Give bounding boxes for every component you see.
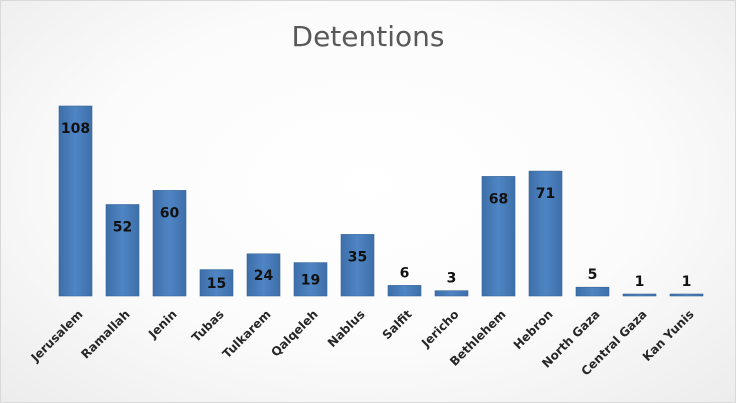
bar-jenin: [152, 190, 187, 297]
bar-tulkarem: [246, 253, 281, 297]
data-label: 60: [160, 205, 180, 221]
data-labels-layer: 108 52 60 15 24 19 35 6 3 68 71 5 1 1: [61, 121, 691, 292]
bar-kan-yunis: [669, 293, 704, 297]
x-tick-label: Ramallah: [78, 307, 132, 361]
x-tick-label: Jericho: [418, 307, 462, 351]
bar-qalqeleh: [293, 262, 328, 297]
data-label: 15: [207, 276, 226, 292]
x-tick-label: Hebron: [511, 307, 556, 352]
x-tick-label: Qalqeleh: [268, 307, 320, 359]
x-tick-label: Tubas: [189, 307, 227, 345]
bar-jerusalem: [58, 105, 93, 297]
data-label: 5: [588, 267, 598, 283]
bar-north-gaza: [575, 286, 610, 297]
bar-hebron: [528, 170, 563, 297]
data-label: 24: [254, 268, 274, 284]
data-label: 108: [61, 121, 90, 137]
bar-bethlehem: [481, 176, 516, 297]
data-label: 1: [682, 274, 692, 290]
chart-title: Detentions: [291, 20, 445, 53]
x-tick-label: Jenin: [145, 307, 180, 342]
x-tick-label: Salfit: [380, 307, 415, 342]
x-tick-label: Kan Yunis: [640, 307, 697, 364]
x-tick-label: Tulkarem: [220, 307, 274, 361]
bar-salfit: [387, 285, 422, 297]
bars-layer: [58, 105, 704, 297]
bar-nablus: [340, 234, 375, 297]
bar-jericho: [434, 290, 469, 297]
data-label: 3: [447, 271, 457, 287]
data-label: 35: [348, 249, 367, 265]
data-label: 19: [301, 272, 320, 288]
data-label: 6: [400, 265, 410, 281]
bar-central-gaza: [622, 293, 657, 297]
data-label: 1: [635, 274, 645, 290]
x-tick-label: Jerusalem: [28, 307, 86, 365]
bar-ramallah: [105, 204, 140, 297]
data-label: 52: [113, 220, 132, 236]
bar-tubas: [199, 269, 234, 297]
x-tick-label: Nablus: [325, 307, 368, 350]
data-label: 68: [489, 191, 508, 207]
data-label: 71: [536, 186, 555, 202]
